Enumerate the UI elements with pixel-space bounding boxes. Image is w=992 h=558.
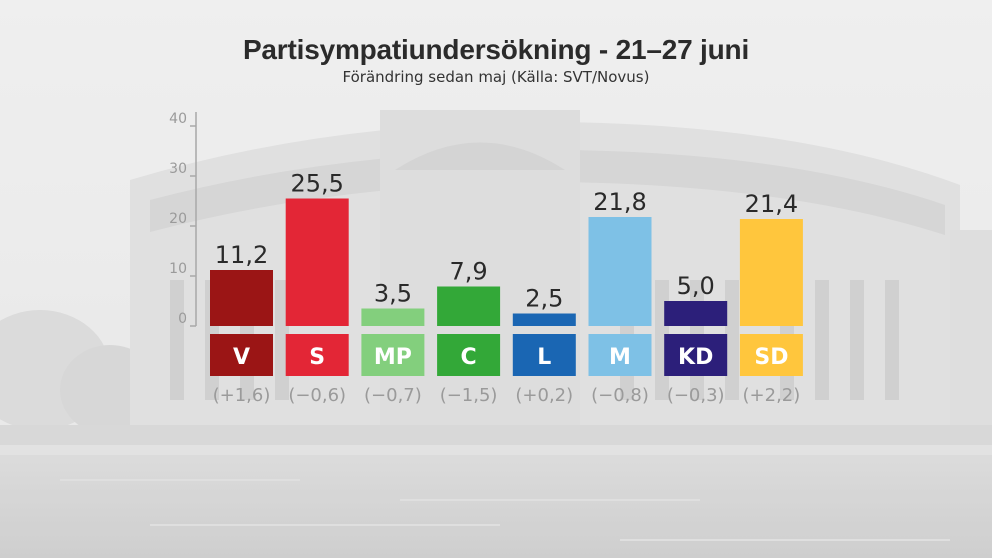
change-label: (−1,5) <box>440 385 498 406</box>
bar-kd <box>664 301 728 326</box>
party-box-c <box>437 334 501 376</box>
change-label: (−0,6) <box>288 385 346 406</box>
party-label: V <box>233 345 250 370</box>
change-label: (+0,2) <box>515 385 573 406</box>
party-box-l <box>512 334 576 376</box>
party-box-kd <box>664 334 728 376</box>
party-label: MP <box>374 345 412 370</box>
value-label: 21,4 <box>745 190 798 218</box>
bar-l <box>512 313 576 326</box>
party-label: L <box>537 345 551 370</box>
bar-m <box>588 217 652 326</box>
party-label: KD <box>678 345 713 370</box>
party-box-v <box>210 334 273 376</box>
party-label: C <box>461 345 477 370</box>
value-label: 2,5 <box>525 285 563 313</box>
value-label: 11,2 <box>215 241 268 269</box>
value-label: 25,5 <box>290 170 343 198</box>
party-label: S <box>309 345 325 370</box>
change-label: (+1,6) <box>213 385 271 406</box>
y-tick-label: 10 <box>169 261 187 277</box>
party-box-s <box>285 334 349 376</box>
change-label: (+2,2) <box>743 385 801 406</box>
change-label: (−0,8) <box>591 385 649 406</box>
bar-sd <box>739 219 803 326</box>
party-label: SD <box>754 345 788 370</box>
title-block: Partisympatiundersökning - 21–27 juni Fö… <box>0 34 992 86</box>
value-label: 3,5 <box>374 280 412 308</box>
value-label: 7,9 <box>450 258 488 286</box>
bar-c <box>437 286 501 326</box>
value-label: 21,8 <box>593 188 646 216</box>
chart-subtitle: Förändring sedan maj (Källa: SVT/Novus) <box>342 68 650 86</box>
party-box-mp <box>361 334 425 376</box>
party-box-m <box>588 334 652 376</box>
bar-s <box>285 198 349 326</box>
bar-v <box>210 270 273 326</box>
value-label: 5,0 <box>677 272 715 300</box>
bar-mp <box>361 308 425 326</box>
y-tick-label: 20 <box>169 211 187 227</box>
y-tick-label: 0 <box>178 311 187 327</box>
y-tick-label: 30 <box>169 161 187 177</box>
y-tick-label: 40 <box>169 111 187 127</box>
party-label: M <box>609 345 631 370</box>
change-label: (−0,7) <box>364 385 422 406</box>
chart-title: Partisympatiundersökning - 21–27 juni <box>242 34 750 65</box>
party-box-sd <box>739 334 803 376</box>
change-label: (−0,3) <box>667 385 725 406</box>
